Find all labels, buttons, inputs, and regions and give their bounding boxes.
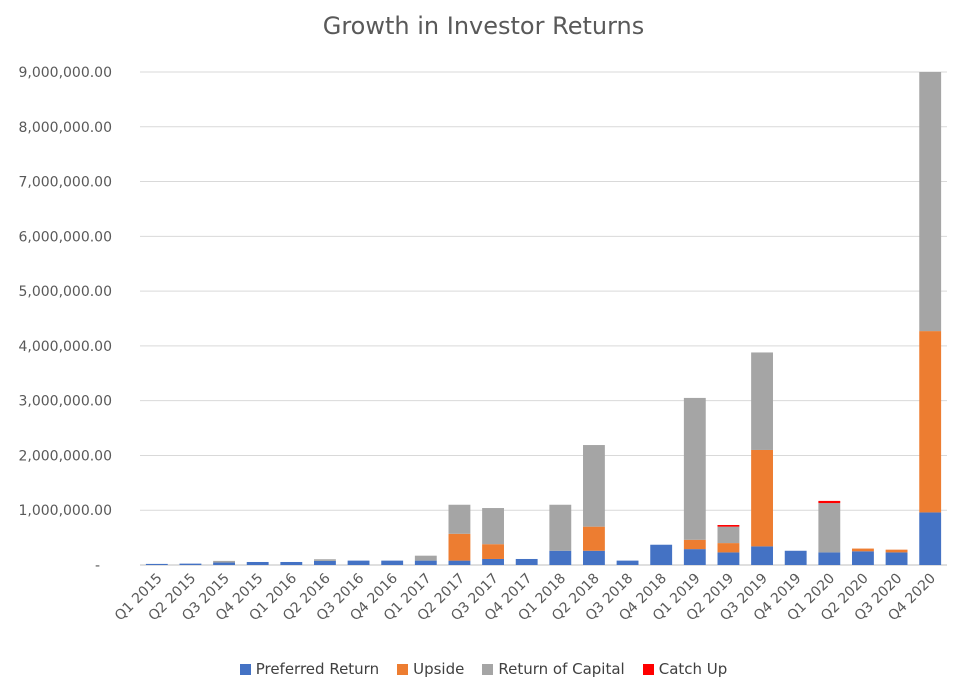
bar-segment bbox=[482, 558, 504, 565]
legend-item: Preferred Return bbox=[239, 660, 380, 678]
bar-segment bbox=[751, 546, 773, 565]
bar-segment bbox=[717, 552, 740, 565]
bar-segment bbox=[650, 544, 673, 565]
y-tick-label: 5,000,000.00 bbox=[18, 284, 112, 300]
y-tick-label: 2,000,000.00 bbox=[18, 448, 112, 464]
legend-item: Catch Up bbox=[642, 660, 728, 678]
bar-segment bbox=[717, 526, 740, 544]
bar-segment bbox=[717, 525, 740, 527]
legend-swatch bbox=[239, 663, 251, 675]
legend-item: Return of Capital bbox=[482, 660, 625, 678]
bar-segment bbox=[145, 563, 168, 565]
bar-segment bbox=[549, 550, 572, 565]
bar-segment bbox=[818, 500, 841, 504]
bar-segment bbox=[683, 397, 706, 540]
bar-segment bbox=[179, 563, 202, 565]
y-tick-label: 8,000,000.00 bbox=[18, 120, 112, 136]
bar-segment bbox=[280, 561, 303, 565]
y-tick-label: 1,000,000.00 bbox=[18, 503, 112, 519]
chart-title: Growth in Investor Returns bbox=[322, 12, 645, 40]
bar-segment bbox=[852, 551, 874, 565]
y-tick-label: 4,000,000.00 bbox=[18, 339, 112, 355]
bar-segment bbox=[818, 552, 841, 565]
bar-segment bbox=[448, 504, 471, 534]
legend-swatch bbox=[397, 663, 409, 675]
bar-segment bbox=[583, 550, 605, 565]
bar-segment bbox=[919, 512, 942, 565]
bar-segment bbox=[683, 539, 706, 550]
bar-segment bbox=[683, 549, 706, 565]
bar-segment bbox=[448, 560, 471, 565]
bar-segment bbox=[448, 533, 471, 561]
bar-segment bbox=[381, 560, 404, 565]
legend-label: Return of Capital bbox=[498, 660, 625, 678]
legend-swatch bbox=[642, 663, 654, 675]
bar-segment bbox=[717, 543, 740, 553]
bar-segment bbox=[414, 555, 437, 561]
bar-segment bbox=[583, 526, 605, 551]
legend-swatch bbox=[482, 663, 494, 675]
bar-segment bbox=[919, 72, 942, 332]
bar-segment bbox=[314, 560, 336, 565]
y-tick-label: - bbox=[95, 558, 100, 574]
legend-label: Preferred Return bbox=[255, 660, 380, 678]
bar-segment bbox=[751, 352, 773, 450]
bar-segment bbox=[784, 550, 807, 565]
legend-label: Catch Up bbox=[658, 660, 728, 678]
chart-legend: Preferred Return Upside Return of Capital C… bbox=[0, 660, 967, 678]
bar-segment bbox=[246, 561, 269, 565]
bar-segment bbox=[751, 449, 773, 547]
bar-segment bbox=[616, 560, 639, 565]
bar-segment bbox=[414, 560, 437, 565]
bar-segment bbox=[919, 331, 942, 513]
bar-segment bbox=[213, 562, 235, 565]
bar-segment bbox=[213, 560, 235, 563]
bar-segment bbox=[347, 560, 370, 565]
y-tick-label: 7,000,000.00 bbox=[18, 175, 112, 191]
y-tick-label: 6,000,000.00 bbox=[18, 229, 112, 245]
bar-segment bbox=[549, 504, 572, 551]
bar-segment bbox=[482, 544, 504, 559]
bar-segment bbox=[885, 549, 908, 553]
bar-segment bbox=[583, 445, 605, 527]
legend-item: Upside bbox=[397, 660, 464, 678]
bar-segment bbox=[818, 503, 841, 553]
bar-segment bbox=[885, 552, 908, 565]
y-tick-label: 9,000,000.00 bbox=[18, 65, 112, 81]
bar-segment bbox=[852, 548, 874, 552]
y-tick-label: 3,000,000.00 bbox=[18, 394, 112, 410]
legend-label: Upside bbox=[413, 660, 465, 678]
bar-segment bbox=[314, 559, 336, 561]
bar-segment bbox=[482, 508, 504, 545]
bar-segment bbox=[515, 558, 538, 565]
